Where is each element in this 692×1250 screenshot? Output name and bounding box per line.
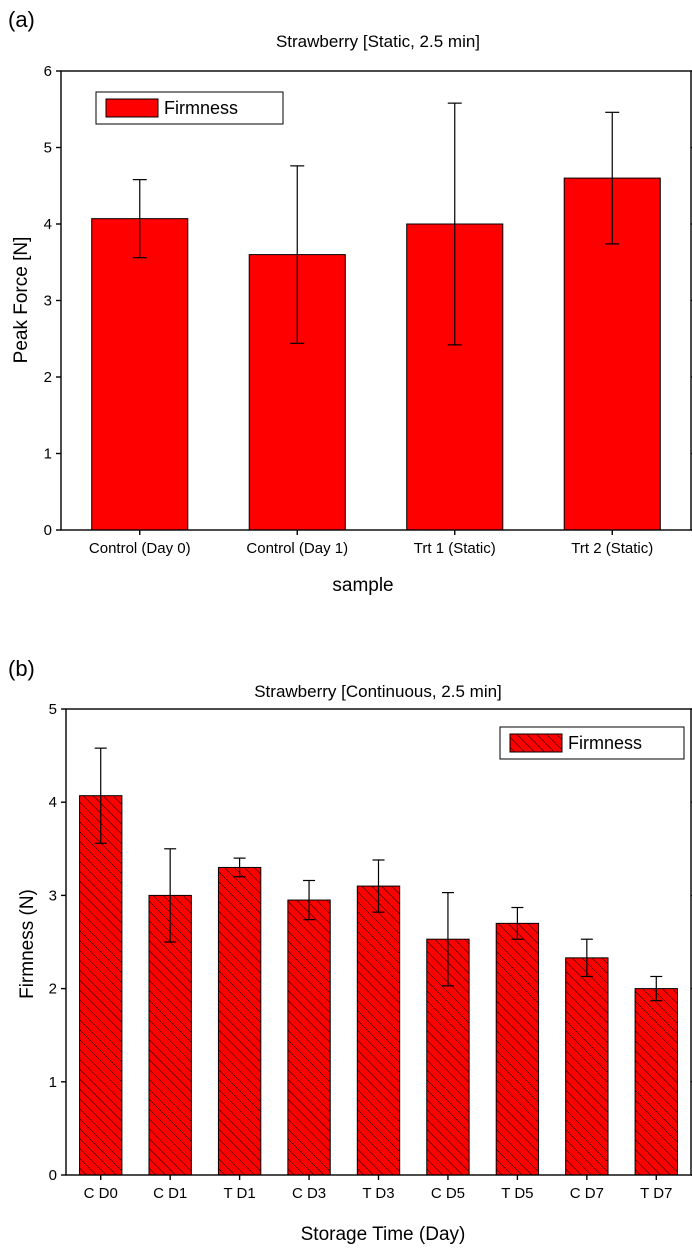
chart-a-category-label: Control (Day 0): [89, 540, 191, 557]
chart-b-category-label: T D5: [501, 1185, 533, 1202]
chart-b-ytick-label: 0: [49, 1167, 57, 1184]
chart-b-title: Strawberry [Continuous, 2.5 min]: [254, 682, 502, 701]
chart-a-bar: [91, 218, 189, 531]
chart-a-category-label: Trt 1 (Static): [414, 540, 496, 557]
chart-b-bar: [287, 899, 331, 1176]
chart-a-ytick-label: 6: [44, 63, 52, 80]
chart-a-ytick-label: 4: [44, 216, 52, 233]
chart-b-category-label: C D1: [153, 1185, 187, 1202]
chart-b-ylabel: Firmness (N): [17, 889, 38, 999]
chart-b-ytick-label: 1: [49, 1074, 57, 1091]
chart-b-category-label: C D5: [431, 1185, 465, 1202]
chart-b-plot: 0 1 2 3 4 5 C D0 C D1 T D1 C D3 T D3 C D5 T D5 C D7 T …: [49, 701, 692, 1202]
chart-a-ylabel: Peak Force [N]: [11, 237, 32, 364]
chart-a-category-label: Trt 2 (Static): [571, 540, 653, 557]
chart-a-plot: 0 1 2 3 4 5 6 Control (Day 0) Control (Day 1) Trt…: [44, 63, 692, 557]
chart-b-category-label: T D7: [640, 1185, 672, 1202]
chart-a-ytick-label: 3: [44, 293, 52, 310]
chart-a-ytick-label: 5: [44, 140, 52, 157]
chart-b: (b) Strawberry [Continuous, 2.5 min] 0 1 2…: [8, 656, 692, 1245]
chart-b-ytick-label: 2: [49, 981, 57, 998]
chart-b-legend-label: Firmness: [568, 733, 642, 753]
panel-label-b: (b): [8, 656, 35, 681]
chart-b-bar: [495, 922, 540, 1176]
chart-a-xlabel: sample: [332, 575, 393, 596]
chart-b-ytick-label: 4: [49, 794, 57, 811]
chart-b-bar: [634, 988, 678, 1176]
chart-a-title: Strawberry [Static, 2.5 min]: [276, 32, 480, 51]
chart-b-bar: [356, 885, 401, 1176]
chart-b-ytick-label: 3: [49, 887, 57, 904]
chart-a: (a) Strawberry [Static, 2.5 min] 0 1 2 3 4 5 6…: [8, 7, 692, 596]
chart-b-ytick-label: 5: [49, 701, 57, 718]
chart-b-category-label: T D3: [362, 1185, 394, 1202]
chart-a-legend-swatch: [105, 98, 159, 118]
chart-a-category-label: Control (Day 1): [246, 540, 348, 557]
chart-b-bar: [217, 866, 262, 1176]
chart-a-ytick-label: 2: [44, 369, 52, 386]
chart-b-category-label: T D1: [223, 1185, 255, 1202]
chart-a-ytick-label: 1: [44, 446, 52, 463]
panel-label-a: (a): [8, 7, 35, 32]
chart-b-bar: [79, 795, 123, 1176]
chart-a-ytick-label: 0: [44, 522, 52, 539]
chart-b-legend-swatch: [509, 733, 563, 753]
chart-a-legend-label: Firmness: [164, 98, 238, 118]
chart-b-category-label: C D0: [84, 1185, 118, 1202]
chart-b-bar: [565, 957, 609, 1176]
chart-b-category-label: C D7: [570, 1185, 604, 1202]
chart-b-xlabel: Storage Time (Day): [301, 1224, 466, 1245]
chart-b-category-label: C D3: [292, 1185, 326, 1202]
